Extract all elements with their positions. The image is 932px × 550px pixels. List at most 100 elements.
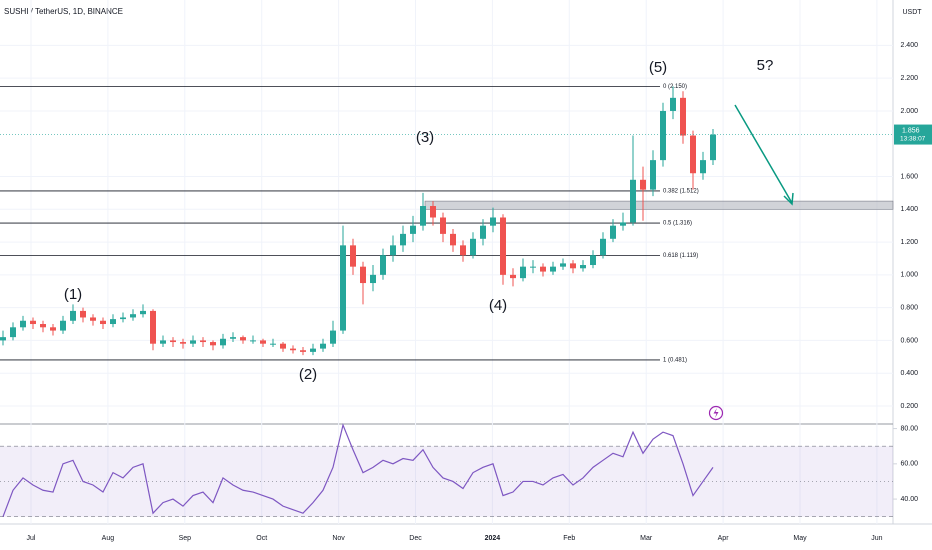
candle-body	[340, 245, 346, 331]
candle-body	[710, 134, 716, 161]
event-icon[interactable]	[708, 405, 724, 421]
candle-body	[0, 337, 6, 341]
x-tick-label: Mar	[640, 535, 653, 542]
y-tick-label: 0.600	[900, 337, 918, 344]
candle-body	[20, 320, 26, 328]
wave-label: (1)	[64, 286, 82, 303]
fib-label: 0.5 (1.316)	[663, 221, 692, 227]
candle-body	[220, 338, 226, 346]
y-tick-label: 2.200	[900, 75, 918, 82]
candle-body	[410, 225, 416, 234]
fib-label: 0 (2.150)	[663, 84, 687, 90]
candle-body	[200, 340, 206, 343]
candle-body	[580, 265, 586, 269]
fib-label: 0.618 (1.119)	[663, 253, 698, 259]
candle-body	[180, 342, 186, 344]
y-tick-label: 1.000	[900, 272, 918, 279]
candle-body	[500, 217, 506, 275]
last-price-label: 1.856	[902, 127, 920, 134]
candle-body	[280, 343, 286, 349]
y-tick-label: 1.400	[900, 206, 918, 213]
x-tick-label: Oct	[256, 535, 267, 542]
candle-body	[570, 263, 576, 269]
candle-body	[600, 238, 606, 256]
candle-body	[380, 255, 386, 275]
candle-body	[290, 348, 296, 351]
candle-body	[40, 324, 46, 328]
rsi-line	[2, 423, 714, 517]
candle-body	[350, 245, 356, 267]
candle-body	[30, 320, 36, 325]
x-tick-label: Feb	[563, 535, 575, 542]
rsi-tick-label: 40.00	[900, 496, 918, 503]
candle-body	[510, 274, 516, 279]
arrow	[734, 104, 793, 204]
candle-body	[80, 310, 86, 318]
rsi-tick-label: 80.00	[900, 425, 918, 432]
candle-body	[620, 222, 626, 226]
candle-body	[700, 160, 706, 174]
wave-label: (3)	[416, 129, 434, 146]
event-icon-bolt	[713, 408, 719, 418]
candle-body	[260, 340, 266, 344]
candle-body	[330, 330, 336, 344]
y-tick-label: 1.600	[900, 173, 918, 180]
wave-label: (2)	[299, 366, 317, 383]
y-tick-label: 0.400	[900, 370, 918, 377]
arrow-head	[783, 192, 794, 206]
candle-body	[300, 350, 306, 352]
candle-body	[560, 263, 566, 267]
candle-body	[130, 314, 136, 318]
candle-body	[470, 238, 476, 256]
candle-body	[110, 319, 116, 325]
candle-body	[160, 340, 166, 344]
x-tick-label: Jun	[871, 535, 882, 542]
candle-body	[210, 342, 216, 346]
x-tick-label: Aug	[102, 535, 115, 542]
y-tick-label: 1.200	[900, 239, 918, 246]
x-tick-label: 2024	[485, 535, 501, 542]
candle-body	[390, 245, 396, 256]
candle-body	[240, 337, 246, 341]
x-tick-label: Sep	[179, 535, 192, 542]
candle-body	[170, 340, 176, 343]
support-zone	[424, 200, 894, 210]
y-tick-label: 0.200	[900, 403, 918, 410]
y-tick-label: 2.000	[900, 108, 918, 115]
candle-body	[120, 317, 126, 320]
candle-body	[420, 206, 426, 226]
chart-title: SUSHI / TetherUS, 1D, BINANCE	[4, 7, 123, 16]
candle-body	[150, 310, 156, 344]
candle-body	[250, 340, 256, 342]
fib-label: 1 (0.481)	[663, 357, 687, 363]
candle-body	[680, 97, 686, 136]
candle-body	[450, 233, 456, 246]
candle-body	[70, 310, 76, 321]
candle-body	[190, 340, 196, 344]
candle-body	[660, 110, 666, 161]
candle-body	[610, 225, 616, 239]
candle-body	[520, 266, 526, 279]
wave-label: (4)	[489, 297, 507, 314]
candle-body	[440, 217, 446, 234]
fib-label: 0.382 (1.512)	[663, 189, 699, 195]
y-tick-label: 2.400	[900, 42, 918, 49]
candle-body	[430, 206, 436, 218]
countdown: 13:38:07	[900, 135, 926, 142]
x-tick-label: Nov	[332, 535, 345, 542]
candle-body	[360, 266, 366, 284]
wave-label: 5?	[757, 57, 774, 74]
candle-body	[630, 179, 636, 223]
candle-body	[650, 160, 656, 190]
candle-body	[690, 135, 696, 174]
candle-body	[310, 348, 316, 352]
candle-body	[530, 266, 536, 268]
candle-body	[540, 266, 546, 272]
last-price-box	[894, 124, 932, 145]
wave-label: (5)	[649, 59, 667, 76]
candle-body	[460, 245, 466, 256]
candle-body	[550, 266, 556, 272]
candle-body	[670, 97, 676, 111]
candle-body	[480, 225, 486, 239]
